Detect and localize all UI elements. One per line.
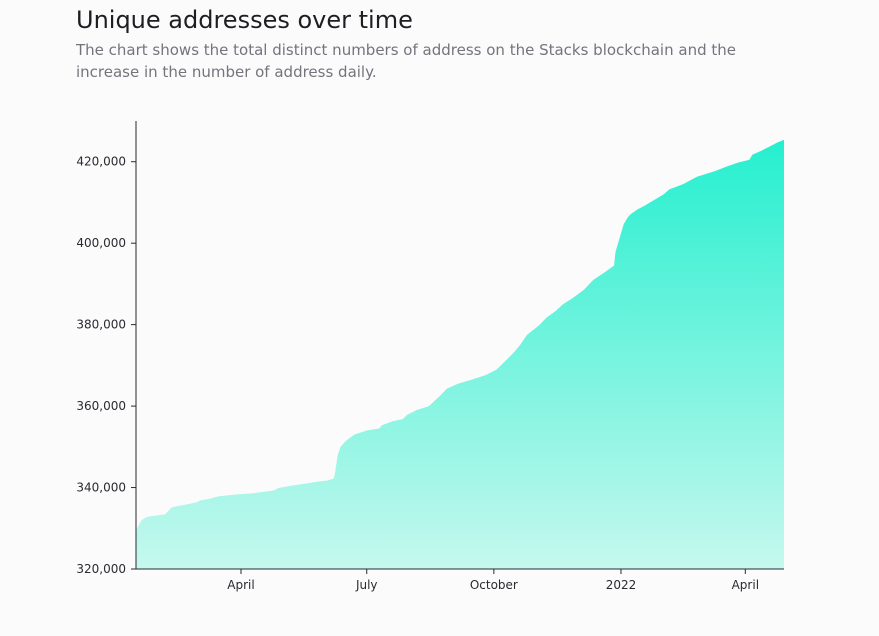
y-tick-label: 340,000 (76, 481, 126, 495)
y-tick-label: 420,000 (76, 155, 126, 169)
x-tick-label: April (732, 578, 759, 592)
x-tick-label: April (227, 578, 254, 592)
x-tick-label: October (470, 578, 518, 592)
chart-title: Unique addresses over time (76, 6, 413, 34)
y-tick-label: 360,000 (76, 399, 126, 413)
chart-subtitle: The chart shows the total distinct numbe… (76, 41, 736, 81)
y-tick-label: 400,000 (76, 236, 126, 250)
area-series-0 (136, 139, 784, 570)
y-tick-label: 380,000 (76, 318, 126, 332)
x-tick-label: July (355, 578, 378, 592)
y-tick-label: 320,000 (76, 562, 126, 576)
x-tick-label: 2022 (606, 578, 637, 592)
